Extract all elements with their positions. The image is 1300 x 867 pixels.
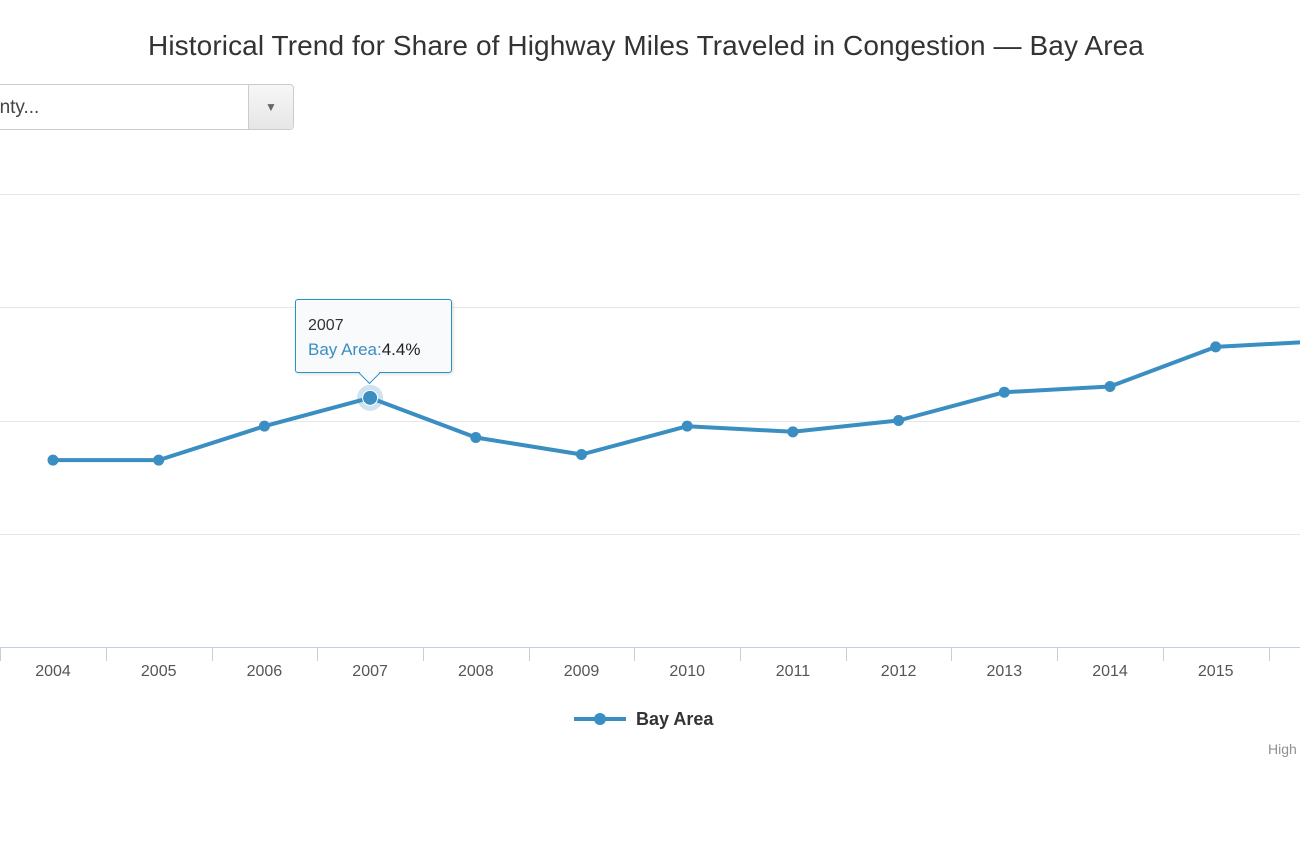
data-point (47, 454, 59, 466)
tooltip-year: 2007 (308, 317, 344, 334)
data-point (787, 426, 799, 438)
tooltip-value-row: Bay Area:4.4% (308, 339, 451, 361)
x-axis-tick-label: 2014 (1092, 663, 1128, 680)
grid-lines (0, 194, 1300, 535)
x-axis-tick-label: 2006 (247, 663, 283, 680)
x-axis-tick-label: 2007 (352, 663, 388, 680)
data-point (681, 420, 693, 432)
legend-label: Bay Area (636, 708, 714, 729)
x-axis-tick-label: 2015 (1198, 663, 1234, 680)
tooltip-series-label: Bay Area: (308, 340, 382, 359)
data-point (258, 420, 270, 432)
x-axis-tick-label: 2012 (881, 663, 917, 680)
county-select-value: unty... (0, 97, 40, 118)
x-axis: 2004 2005 2006 2007 2008 2009 2010 2011 2012 2013… (0, 647, 1300, 680)
x-axis-tick-label: 2011 (776, 663, 811, 680)
data-point (1104, 381, 1116, 393)
data-point (998, 386, 1010, 398)
credits-link[interactable]: High (1268, 741, 1297, 757)
data-point (153, 454, 165, 466)
chevron-down-icon[interactable]: ▼ (248, 85, 293, 129)
series-bay-area (47, 340, 1300, 466)
x-axis-tick-label: 2004 (35, 663, 71, 680)
data-point (470, 431, 482, 443)
x-axis-tick-label: 2005 (141, 663, 177, 680)
data-point (893, 415, 905, 426)
series-line (51, 340, 1300, 463)
county-select-dropdown[interactable]: unty... ▼ (0, 84, 294, 130)
x-axis-tick-label: 2008 (458, 663, 494, 680)
legend-item-bay-area[interactable]: Bay Area (572, 707, 713, 731)
x-axis-tick-label: 2009 (564, 663, 600, 680)
legend-line-marker-icon (574, 713, 626, 725)
x-axis-tick-label: 2013 (987, 663, 1023, 680)
data-point (1210, 341, 1222, 353)
x-axis-tick-label: 2010 (669, 663, 705, 680)
data-point (362, 389, 379, 406)
data-point (576, 448, 587, 460)
legend-marker (594, 713, 606, 725)
tooltip-value: 4.4% (381, 340, 421, 359)
tooltip: 2007 Bay Area:4.4% (295, 299, 452, 385)
chart-title: Historical Trend for Share of Highway Mi… (148, 30, 1144, 61)
